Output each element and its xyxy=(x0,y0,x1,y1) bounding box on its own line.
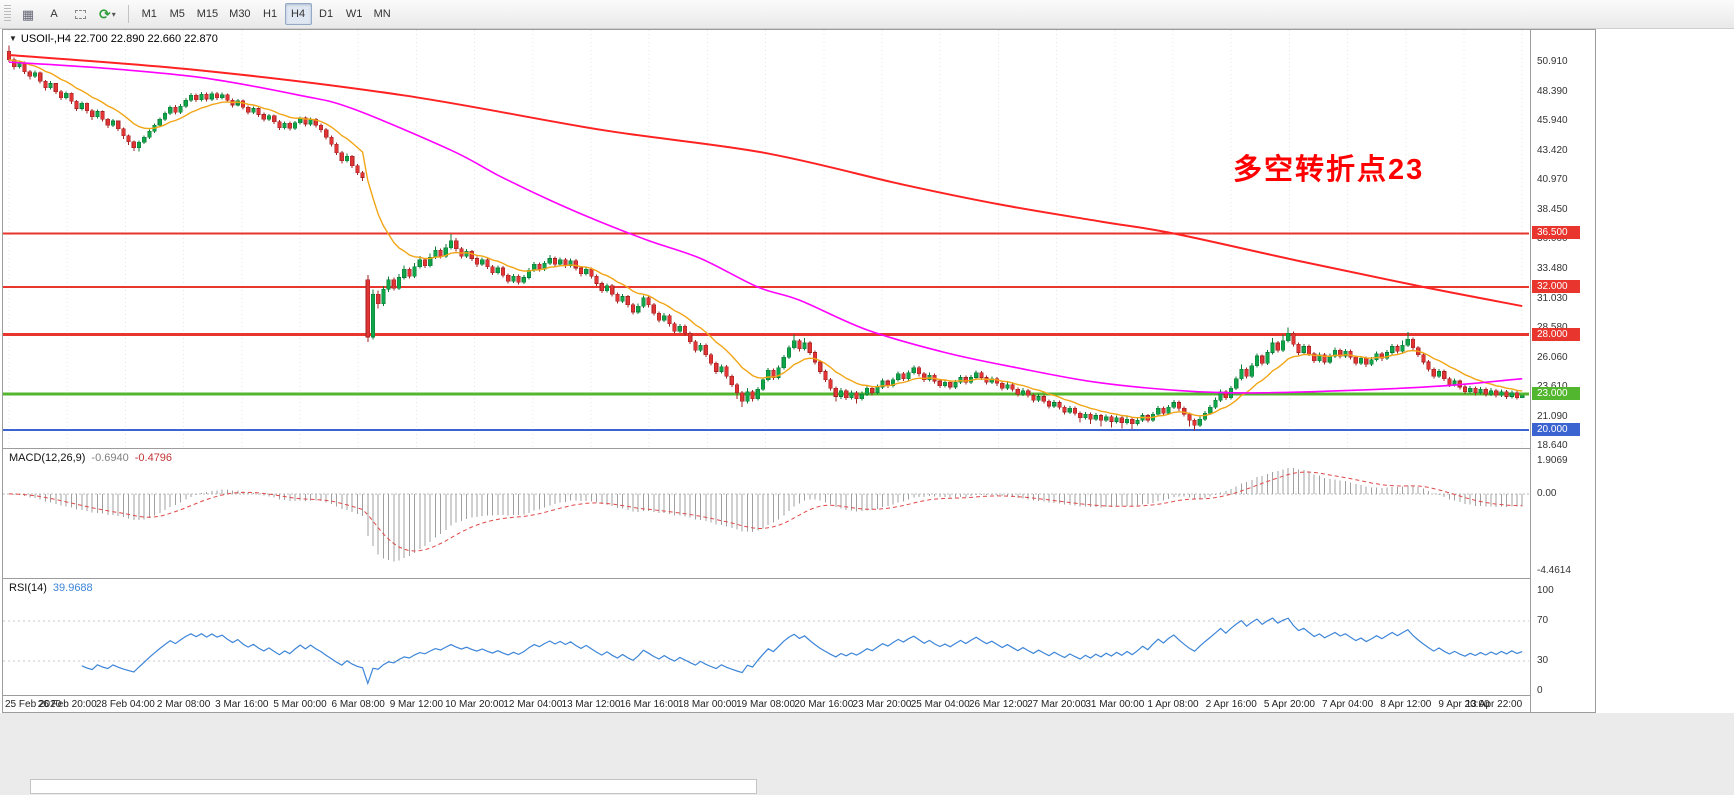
macd-signal-value: -0.4796 xyxy=(134,452,173,464)
time-axis-label: 1 Apr 08:00 xyxy=(1147,699,1199,710)
axis-label: 48.390 xyxy=(1537,85,1568,97)
time-axis-label: 13 Apr 22:00 xyxy=(1465,699,1523,710)
time-axis-label: 2 Apr 16:00 xyxy=(1205,699,1257,710)
time-axis-label: 20 Mar 16:00 xyxy=(794,699,854,710)
timeframe-button-m5[interactable]: M5 xyxy=(164,3,191,25)
chart-annotation-text[interactable]: 多空转折点23 xyxy=(1233,154,1425,186)
axis-label: -4.4614 xyxy=(1537,565,1571,576)
axis-label: 26.060 xyxy=(1537,351,1568,363)
time-axis-label: 5 Mar 00:00 xyxy=(273,699,327,710)
time-axis-label: 16 Mar 16:00 xyxy=(619,699,679,710)
time-axis-label: 3 Mar 16:00 xyxy=(215,699,269,710)
time-axis-label: 9 Apr 20:00 xyxy=(1438,699,1490,710)
refresh-icon: ⟳ xyxy=(99,6,111,22)
time-axis-label: 31 Mar 00:00 xyxy=(1085,699,1145,710)
time-axis-label: 13 Mar 12:00 xyxy=(561,699,621,710)
price-chart-canvas[interactable] xyxy=(3,30,1529,448)
timeframe-button-mn[interactable]: MN xyxy=(369,3,396,25)
rsi-label: RSI(14) 39.9688 xyxy=(9,582,93,594)
hline-price-tag: 28.000 xyxy=(1532,327,1580,341)
timeframe-button-d1[interactable]: D1 xyxy=(313,3,340,25)
one-click-trading-icon[interactable]: ▼ xyxy=(9,34,17,43)
time-axis-label: 8 Apr 12:00 xyxy=(1380,699,1432,710)
time-axis-label: 27 Mar 20:00 xyxy=(1027,699,1087,710)
hline-price-tag: 20.000 xyxy=(1532,422,1580,436)
toolbar: ▦ A ⟳ ▾ M1 M5 M15 M30 H1 H4 D1 W1 MN xyxy=(0,0,1734,29)
chevron-down-icon: ▾ xyxy=(111,9,116,19)
axis-label: 0.00 xyxy=(1537,487,1557,499)
chart-window-button[interactable]: ▦ xyxy=(16,3,40,25)
rsi-value: 39.9688 xyxy=(52,582,93,594)
price-axis[interactable]: 50.91048.39045.94043.42040.97038.45036.0… xyxy=(1530,30,1595,712)
axis-label: 40.970 xyxy=(1537,174,1568,186)
axis-label: 70 xyxy=(1537,615,1549,626)
axis-label: 31.030 xyxy=(1537,292,1568,304)
bottom-panel xyxy=(0,713,1734,795)
time-axis-label: 18 Mar 00:00 xyxy=(677,699,737,710)
time-axis-label: 5 Apr 20:00 xyxy=(1263,699,1315,710)
panel-divider[interactable] xyxy=(3,578,1595,579)
panel-divider[interactable] xyxy=(3,448,1595,449)
time-axis-label: 26 Feb 20:00 xyxy=(37,699,97,710)
timeframe-button-w1[interactable]: W1 xyxy=(341,3,368,25)
axis-label: 33.480 xyxy=(1537,263,1568,275)
axis-label: 28.580 xyxy=(1537,322,1568,333)
time-axis-label: 6 Mar 08:00 xyxy=(331,699,385,710)
axis-label: 100 xyxy=(1537,585,1554,596)
time-axis-label: 19 Mar 08:00 xyxy=(736,699,796,710)
axis-label: 23.610 xyxy=(1537,381,1568,392)
bottom-panel-fragment xyxy=(30,779,757,794)
time-axis-label: 7 Apr 04:00 xyxy=(1322,699,1374,710)
chart-grid-icon: ▦ xyxy=(21,6,35,22)
font-tool-button[interactable]: A xyxy=(42,3,66,25)
axis-label: 45.940 xyxy=(1537,115,1568,127)
timeframe-button-m1[interactable]: M1 xyxy=(136,3,163,25)
timeframe-toolbar: M1 M5 M15 M30 H1 H4 D1 W1 MN xyxy=(136,3,396,25)
timeframe-button-h1[interactable]: H1 xyxy=(257,3,284,25)
toolbar-drag-handle[interactable] xyxy=(4,5,11,23)
toolbar-separator xyxy=(127,5,129,23)
panel-divider xyxy=(3,695,1595,696)
time-axis-label: 28 Feb 04:00 xyxy=(95,699,155,710)
axis-label: 1.9069 xyxy=(1537,455,1568,466)
timeframe-button-m30[interactable]: M30 xyxy=(224,3,255,25)
time-axis-label: 9 Mar 12:00 xyxy=(389,699,444,710)
select-tool-button[interactable] xyxy=(68,3,92,25)
time-axis-label: 25 Feb 2020 xyxy=(5,699,62,710)
time-axis-label: 26 Mar 12:00 xyxy=(968,699,1028,710)
hline-price-tag: 32.000 xyxy=(1532,280,1580,294)
refresh-button[interactable]: ⟳ ▾ xyxy=(94,3,121,25)
time-axis[interactable]: 25 Feb 2020 26 Feb 20:00 28 Feb 04:00 2 Mar… xyxy=(3,696,1529,712)
macd-name: MACD(12,26,9) xyxy=(9,452,86,464)
macd-main-value: -0.6940 xyxy=(91,452,129,464)
axis-label: 43.420 xyxy=(1537,145,1568,157)
hline-price-tag: 36.500 xyxy=(1532,226,1580,240)
time-axis-label: 23 Mar 20:00 xyxy=(852,699,912,710)
timeframe-button-h4[interactable]: H4 xyxy=(284,3,312,25)
rsi-name: RSI(14) xyxy=(9,582,47,594)
axis-label: 50.910 xyxy=(1537,56,1568,67)
symbol-ohlc-text: USOIl-,H4 22.700 22.890 22.660 22.870 xyxy=(20,33,218,45)
rsi-canvas[interactable] xyxy=(3,579,1529,695)
selection-box-icon xyxy=(74,9,86,19)
time-axis-label: 25 Mar 04:00 xyxy=(910,699,970,710)
time-axis-label: 2 Mar 08:00 xyxy=(156,699,211,710)
axis-label: 0 xyxy=(1537,685,1543,696)
macd-label: MACD(12,26,9) -0.6940 -0.4796 xyxy=(9,452,172,464)
symbol-ohlc-label: ▼ USOIl-,H4 22.700 22.890 22.660 22.870 xyxy=(9,33,218,45)
axis-label: 18.640 xyxy=(1537,440,1568,451)
hline-price-tag: 23.000 xyxy=(1532,387,1580,401)
time-axis-label: 10 Mar 20:00 xyxy=(445,699,505,710)
axis-label: 30 xyxy=(1537,655,1549,666)
macd-canvas[interactable] xyxy=(3,449,1529,578)
axis-label: 21.090 xyxy=(1537,410,1568,422)
chart-window: ▼ USOIl-,H4 22.700 22.890 22.660 22.870 多… xyxy=(2,29,1596,713)
time-axis-label: 12 Mar 04:00 xyxy=(503,699,563,710)
axis-label: 38.450 xyxy=(1537,204,1568,216)
timeframe-button-m15[interactable]: M15 xyxy=(192,3,223,25)
